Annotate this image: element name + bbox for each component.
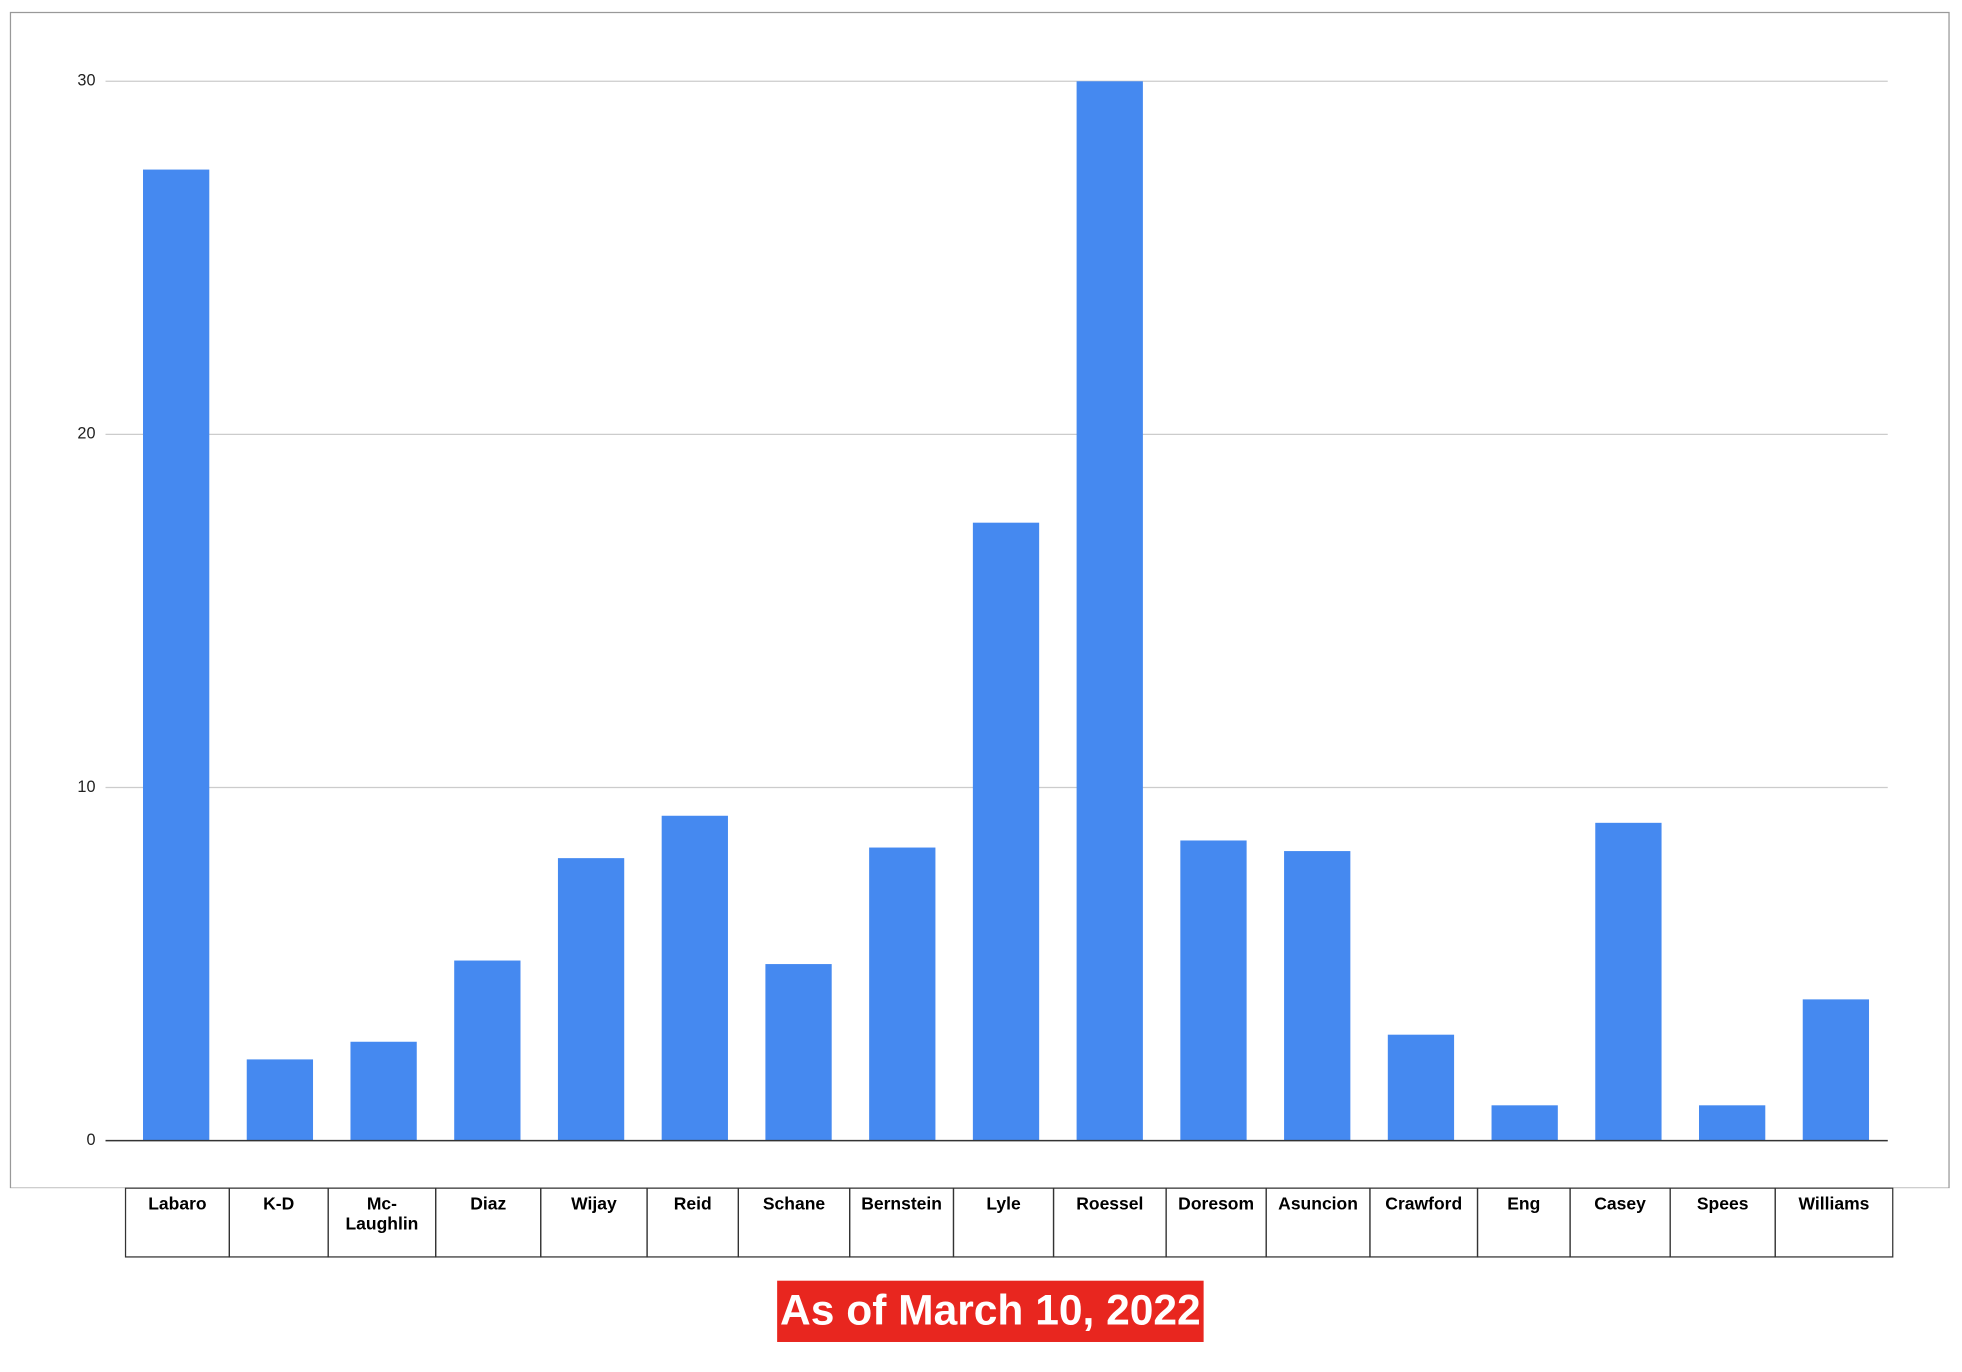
label-cell-content: Labaro: [148, 1193, 207, 1214]
annotation: As of March 10, 2022: [780, 1287, 1201, 1334]
x-tick-label: Labaro: [148, 1193, 207, 1214]
x-tick-label: Diaz: [470, 1193, 507, 1214]
x-tick-label: Roessel: [1076, 1193, 1144, 1214]
y-tick-label: 20: [77, 425, 95, 443]
bar: [661, 815, 728, 1141]
label-cell-content: Eng: [1507, 1193, 1541, 1214]
label-cell-content: Bernstein: [861, 1193, 942, 1214]
label-cell-content: Doresom: [1178, 1193, 1255, 1214]
label-cell-content: Reid: [673, 1193, 712, 1214]
x-tick-label: Bernstein: [861, 1193, 942, 1214]
x-tick-label: Schane: [762, 1193, 826, 1214]
y-tick-label: 10: [77, 778, 95, 796]
y-tick-label: 0: [86, 1131, 95, 1149]
label-cell-content: Lyle: [986, 1193, 1021, 1214]
bar: [1180, 840, 1247, 1141]
bar: [1802, 999, 1870, 1141]
label-cell-content: Asuncion: [1278, 1193, 1358, 1214]
bar: [1491, 1105, 1558, 1141]
bar: [869, 847, 936, 1141]
label-cell-content: Crawford: [1385, 1193, 1463, 1214]
annotation-box: [777, 1280, 1204, 1342]
x-tick-label: Casey: [1594, 1193, 1646, 1214]
bar: [1699, 1105, 1766, 1141]
label-cell: [1774, 1187, 1894, 1258]
bar: [454, 960, 521, 1141]
bar: [557, 858, 625, 1141]
label-cell-content: Diaz: [470, 1193, 507, 1214]
x-tick-label: Reid: [673, 1193, 712, 1214]
label-cell-content: Spees: [1696, 1193, 1749, 1214]
bar: [1076, 81, 1143, 1141]
label-cell-content: Schane: [762, 1193, 826, 1214]
label-cell-content: Mc-Laughlin: [345, 1193, 419, 1234]
x-tick-label: K-D: [263, 1193, 295, 1214]
label-cell-content: Wijay: [571, 1193, 617, 1214]
label-cell-content: K-D: [263, 1193, 295, 1214]
x-tick-label: Crawford: [1385, 1193, 1463, 1214]
x-tick-label: Eng: [1507, 1193, 1541, 1214]
bar: [350, 1041, 417, 1141]
y-tick-label: 30: [77, 72, 95, 90]
bar: [765, 964, 832, 1141]
bar: [1595, 822, 1662, 1141]
x-tick-label: Lyle: [986, 1193, 1021, 1214]
bar: [246, 1059, 314, 1141]
bar: [1387, 1034, 1455, 1141]
label-cell-content: Casey: [1594, 1193, 1646, 1214]
x-tick-label: Williams: [1798, 1193, 1870, 1214]
x-tick-label: Wijay: [571, 1193, 617, 1214]
x-tick-label: Doresom: [1178, 1193, 1255, 1214]
frame-cut: [0, 1188, 1962, 1194]
bar: [143, 169, 210, 1141]
bar: [1284, 851, 1351, 1141]
label-cell-content: Williams: [1798, 1193, 1870, 1214]
x-tick-label: Asuncion: [1278, 1193, 1358, 1214]
x-tick-label: Spees: [1696, 1193, 1749, 1214]
x-tick-label: Mc-Laughlin: [345, 1193, 419, 1234]
bar: [972, 522, 1040, 1141]
label-cell-content: Roessel: [1076, 1193, 1144, 1214]
